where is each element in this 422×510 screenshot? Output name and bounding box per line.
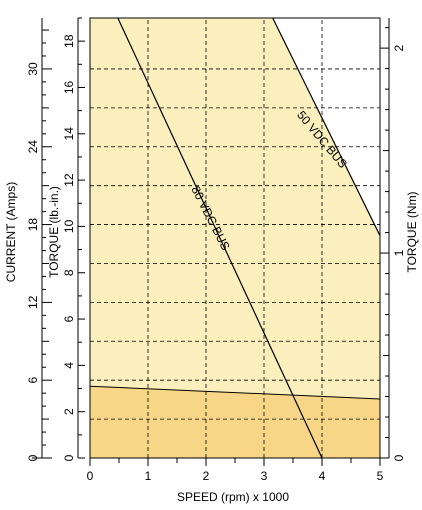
- torque-nm-tick-label: 0: [392, 454, 406, 461]
- current-tick-label: 6: [26, 377, 40, 384]
- torque-lbin-tick-label: 12: [62, 173, 76, 187]
- torque-lbin-tick-label: 6: [62, 315, 76, 322]
- torque-lbin-tick-label: 14: [62, 127, 76, 141]
- torque-lbin-tick-label: 2: [62, 408, 76, 415]
- current-tick-label: 24: [26, 140, 40, 154]
- y-axis-title-current: CURRENT (Amps): [4, 182, 18, 282]
- series-line-50vdc: [272, 17, 381, 236]
- torque-lbin-tick-label: 10: [62, 219, 76, 233]
- axes: [32, 17, 390, 466]
- x-tick-label: 3: [261, 469, 268, 483]
- torque-nm-tick-label: 2: [392, 44, 406, 51]
- torque-lbin-tick-label: 0: [62, 454, 76, 461]
- torque-lbin-tick-label: 4: [62, 362, 76, 369]
- grid-lines: [90, 18, 380, 458]
- axis-titles: SPEED (rpm) x 1000 TORQUE (lb.-in.) CURR…: [4, 182, 419, 504]
- x-tick-label: 5: [377, 469, 384, 483]
- current-tick-label: 30: [26, 62, 40, 76]
- y-axis-title-torque-lbin: TORQUE (lb.-in.): [47, 186, 61, 278]
- series-line-80vdc: [117, 17, 323, 459]
- intermittent-region: [90, 18, 380, 399]
- x-tick-label: 2: [203, 469, 210, 483]
- x-tick-label: 4: [319, 469, 326, 483]
- torque-nm-tick-label: 1: [392, 249, 406, 256]
- torque-lbin-tick-label: 16: [62, 80, 76, 94]
- current-tick-label: 18: [26, 218, 40, 232]
- series-lines: [117, 17, 381, 459]
- y-axis-title-torque-nm: TORQUE (Nm): [405, 191, 419, 272]
- x-tick-label: 1: [145, 469, 152, 483]
- continuous-boundary-line: [89, 385, 381, 400]
- operating-regions: [89, 18, 381, 458]
- torque-lbin-tick-label: 18: [62, 34, 76, 48]
- current-tick-label: 12: [26, 295, 40, 309]
- current-tick-label: 0: [26, 454, 40, 461]
- torque-lbin-tick-label: 8: [62, 269, 76, 276]
- x-tick-label: 0: [87, 469, 94, 483]
- continuous-region: [90, 386, 380, 458]
- x-axis-title: SPEED (rpm) x 1000: [177, 490, 289, 504]
